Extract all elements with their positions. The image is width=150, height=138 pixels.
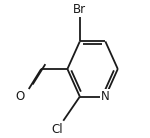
Text: O: O (16, 90, 25, 103)
Text: Cl: Cl (51, 123, 63, 136)
Text: N: N (101, 90, 110, 103)
Text: Br: Br (73, 3, 86, 16)
